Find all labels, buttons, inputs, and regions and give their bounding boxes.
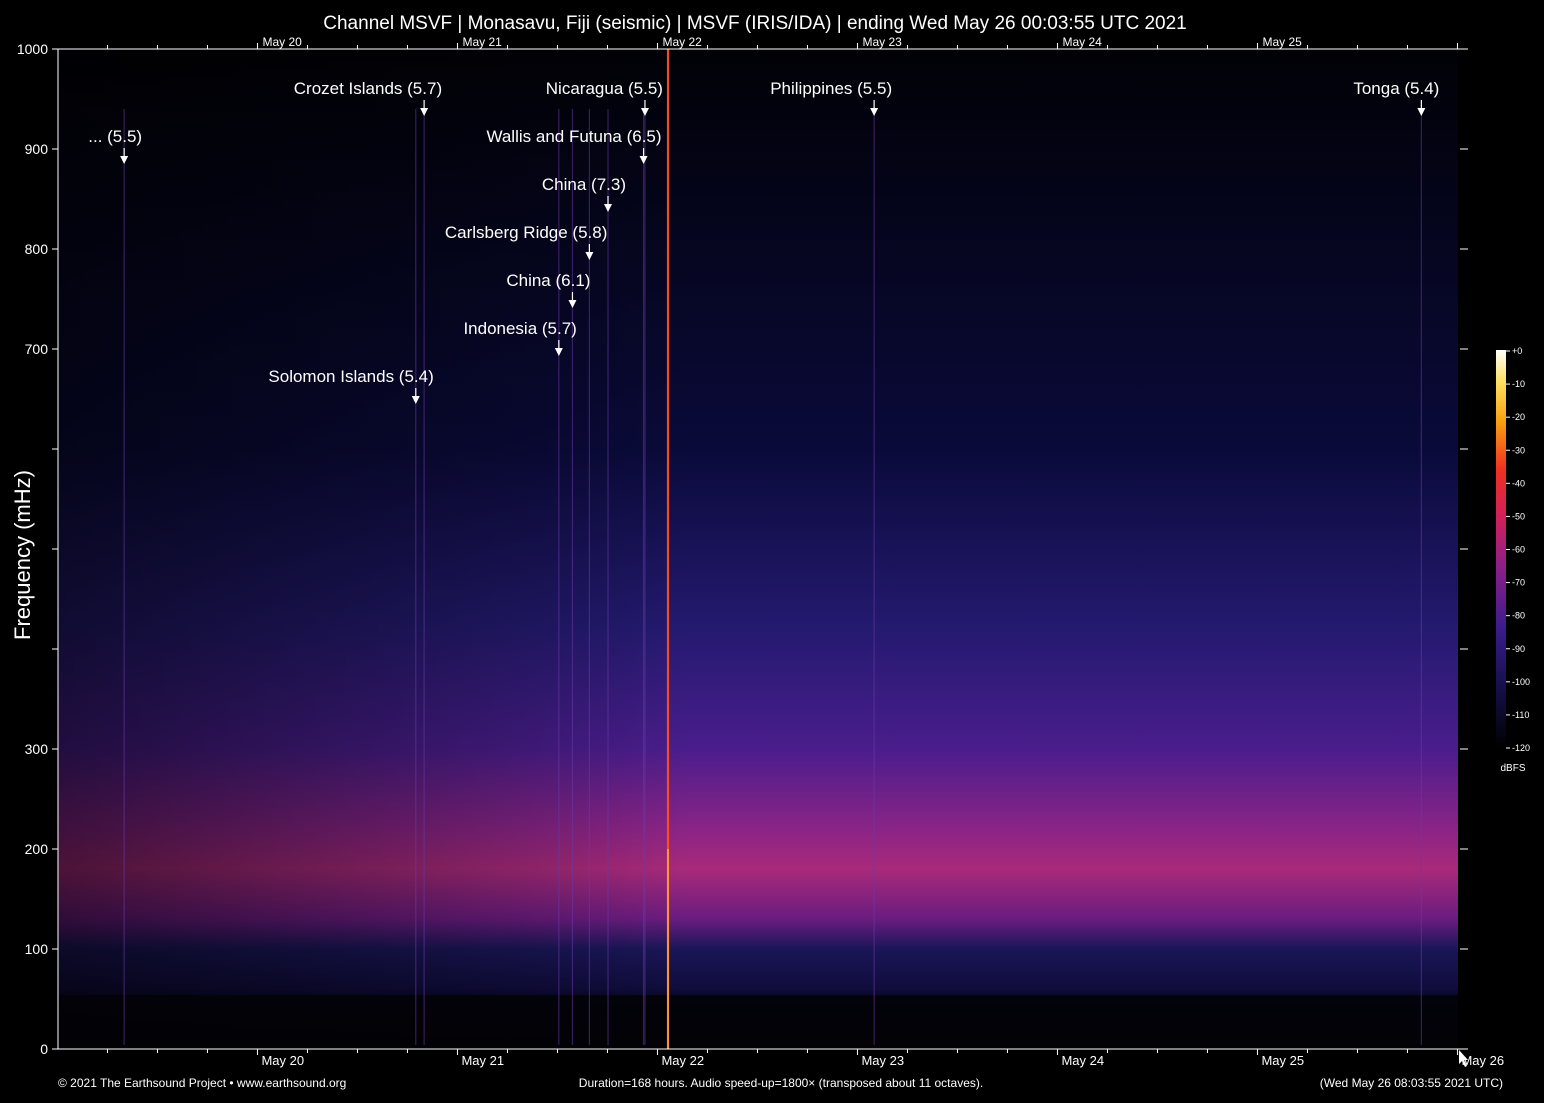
annotation-arrow-icon bbox=[639, 156, 648, 164]
annotation-label: China (7.3) bbox=[542, 175, 626, 194]
x-tick-label-top: May 22 bbox=[662, 35, 702, 49]
chart-title: Channel MSVF | Monasavu, Fiji (seismic) … bbox=[323, 13, 1186, 34]
y-tick-label: 900 bbox=[25, 141, 49, 157]
y-tick-label: 100 bbox=[25, 941, 49, 957]
event-streaks bbox=[123, 49, 1422, 1049]
x-tick-label-top: May 24 bbox=[1062, 35, 1102, 49]
annotation-label: Solomon Islands (5.4) bbox=[268, 367, 433, 386]
earthquake-annotations: ... (5.5) Crozet Islands (5.7) Nicaragua (… bbox=[88, 79, 1439, 404]
colorbar-tick-label: -10 bbox=[1512, 379, 1525, 389]
annotation-label: Tonga (5.4) bbox=[1353, 79, 1439, 98]
y-axis-label: Frequency (mHz) bbox=[10, 470, 35, 640]
annotation-arrow-icon bbox=[568, 300, 577, 308]
annotation-arrow-icon bbox=[870, 108, 879, 116]
colorbar-tick-label: -50 bbox=[1512, 511, 1525, 521]
x-tick-label-top: May 23 bbox=[862, 35, 902, 49]
colorbar-label: dBFS bbox=[1500, 763, 1525, 774]
annotation-arrow-icon bbox=[554, 348, 563, 356]
colorbar-tick-label: -100 bbox=[1512, 677, 1530, 687]
x-tick-label-bottom: May 20 bbox=[261, 1053, 304, 1068]
colorbar-tick-label: +0 bbox=[1512, 346, 1522, 356]
y-tick-label: 700 bbox=[25, 341, 49, 357]
x-axis-bottom: May 20 May 21 May 22 May 23 May 24 May 25 May … bbox=[106, 1049, 1504, 1068]
cursor-icon bbox=[1459, 1050, 1468, 1067]
x-tick-label-top: May 25 bbox=[1262, 35, 1302, 49]
x-tick-label-bottom: May 25 bbox=[1261, 1053, 1304, 1068]
colorbar: +0 -10 -20 -30 -40 -50 -60 -70 -80 -90 -100 -110 -12… bbox=[1496, 346, 1530, 774]
colorbar-tick-label: -110 bbox=[1512, 710, 1529, 720]
x-tick-label-top: May 20 bbox=[262, 35, 302, 49]
annotation-arrow-icon bbox=[411, 396, 420, 404]
x-tick-label-bottom: May 23 bbox=[861, 1053, 904, 1068]
x-tick-label-bottom: May 24 bbox=[1061, 1053, 1104, 1068]
y-tick-label: 200 bbox=[25, 841, 49, 857]
annotation-label: Wallis and Futuna (6.5) bbox=[486, 127, 661, 146]
colorbar-tick-label: -70 bbox=[1512, 578, 1525, 588]
annotation-arrow-icon bbox=[1417, 108, 1426, 116]
colorbar-tick-label: -40 bbox=[1512, 478, 1525, 488]
y-tick-label: 300 bbox=[25, 741, 49, 757]
colorbar-tick-label: -80 bbox=[1512, 611, 1525, 621]
annotation-arrow-icon bbox=[420, 108, 429, 116]
x-tick-label-bottom: May 22 bbox=[661, 1053, 704, 1068]
annotation-arrow-icon bbox=[585, 252, 594, 260]
footer-duration: Duration=168 hours. Audio speed-up=1800×… bbox=[579, 1076, 983, 1090]
annotation-label: Crozet Islands (5.7) bbox=[294, 79, 442, 98]
x-axis-top: May 20 May 21 May 22 May 23 May 24 May 25 bbox=[106, 35, 1458, 49]
colorbar-tick-label: -60 bbox=[1512, 545, 1525, 555]
annotation-label: Nicaragua (5.5) bbox=[546, 79, 663, 98]
annotation-label: Carlsberg Ridge (5.8) bbox=[445, 223, 608, 242]
y-tick-label: 1000 bbox=[17, 41, 48, 57]
colorbar-tick-label: -20 bbox=[1512, 412, 1525, 422]
colorbar-tick-label: -30 bbox=[1512, 445, 1525, 455]
colorbar-tick-label: -90 bbox=[1512, 644, 1525, 654]
colorbar-tick-label: -120 bbox=[1512, 743, 1530, 753]
footer-copyright: © 2021 The Earthsound Project • www.eart… bbox=[58, 1076, 346, 1090]
x-tick-label-bottom: May 26 bbox=[1461, 1053, 1504, 1068]
annotation-arrow-icon bbox=[604, 204, 613, 212]
annotation-label: ... (5.5) bbox=[88, 127, 142, 146]
annotation-label: Philippines (5.5) bbox=[770, 79, 892, 98]
annotation-label: Indonesia (5.7) bbox=[463, 319, 576, 338]
annotation-label: China (6.1) bbox=[506, 271, 590, 290]
y-tick-label: 0 bbox=[40, 1041, 48, 1057]
annotation-arrow-icon bbox=[120, 156, 129, 164]
annotation-arrow-icon bbox=[640, 108, 649, 116]
x-tick-label-top: May 21 bbox=[462, 35, 502, 49]
x-tick-label-bottom: May 21 bbox=[461, 1053, 504, 1068]
y-tick-label: 800 bbox=[25, 241, 49, 257]
y-axis: 0 100 200 300 700 800 900 1000 bbox=[17, 41, 1468, 1057]
spectrogram-area bbox=[58, 49, 1458, 1049]
footer-end-time: (Wed May 26 08:03:55 2021 UTC) bbox=[1320, 1076, 1503, 1090]
